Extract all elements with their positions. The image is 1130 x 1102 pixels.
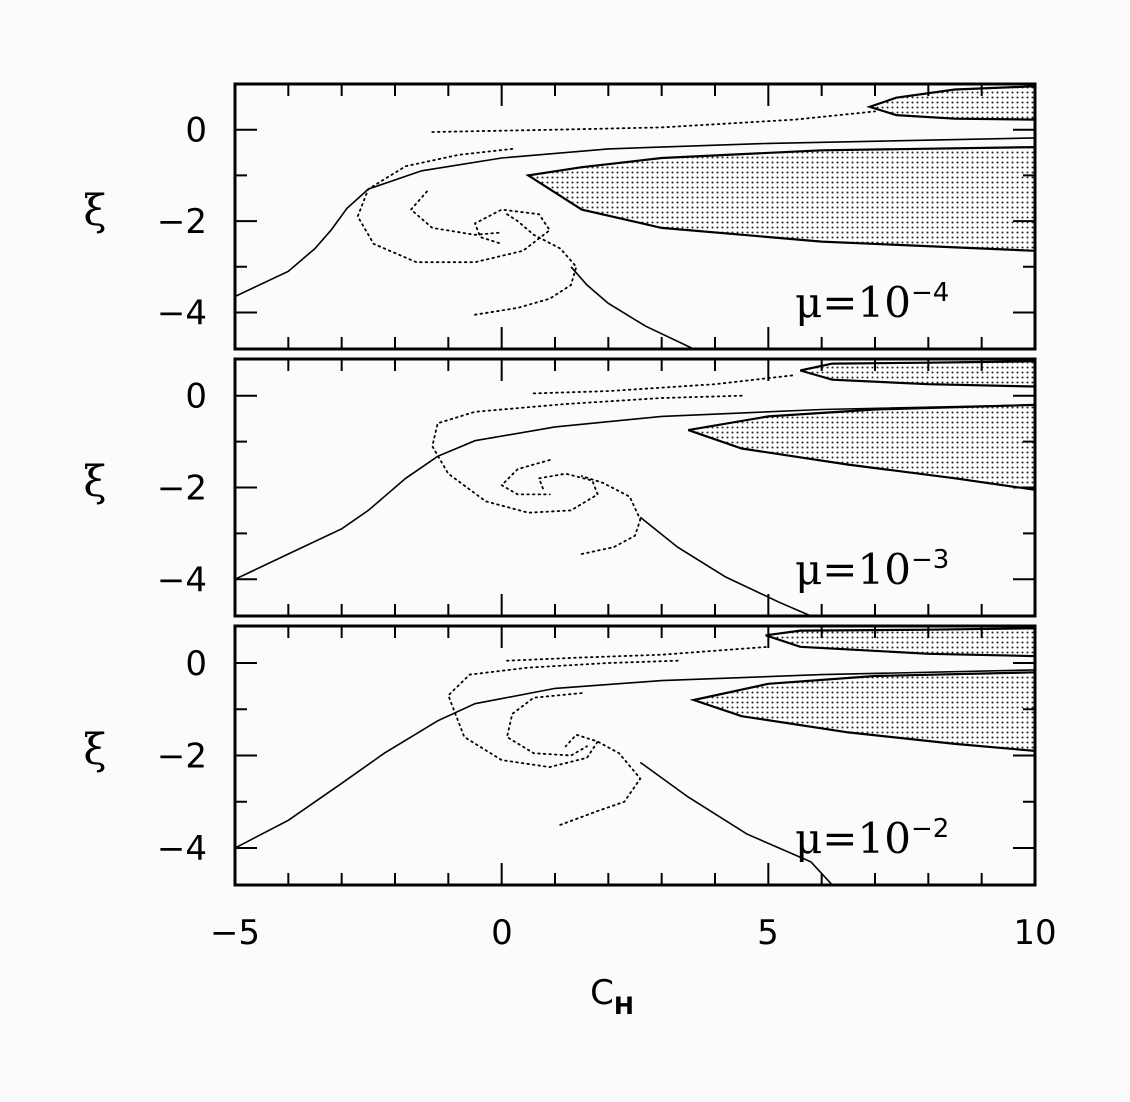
dotted-curve (580, 475, 642, 555)
solid-curve-lower (570, 266, 695, 349)
x-tick-label: 10 (1013, 913, 1056, 953)
y-tick-label: −4 (157, 560, 207, 600)
panel-annotation: μ=10−2 (795, 814, 949, 863)
panel-3: 0−2−4ξμ=10−2 (83, 624, 1037, 887)
annotation-main: μ=10 (795, 278, 911, 327)
plot-area (235, 85, 1035, 349)
panel-frame (233, 82, 1037, 351)
panel-frame (233, 357, 1037, 618)
y-axis-label: ξ (83, 725, 106, 774)
dotted-curve (431, 394, 743, 514)
solid-curve (235, 669, 1035, 849)
x-axis-label-subscript: H (614, 992, 634, 1020)
x-tick-label: 5 (757, 913, 779, 953)
shaded-region (687, 403, 1035, 491)
y-tick-label: 0 (185, 377, 207, 417)
dotted-curve (559, 740, 642, 826)
dotted-curve (505, 692, 588, 757)
y-tick-label: −4 (157, 829, 207, 869)
panels-layer: 0−2−4ξμ=10−40−2−4ξμ=10−30−2−4ξμ=10−2 (83, 82, 1037, 887)
dotted-curve (409, 190, 503, 236)
solid-curve-lower (639, 761, 833, 885)
shaded-region (866, 85, 1035, 121)
dotted-curve (356, 147, 551, 264)
y-tick-label: 0 (185, 644, 207, 684)
shaded-region (765, 627, 1035, 658)
panel-annotation: μ=10−3 (795, 545, 949, 594)
panel-1: 0−2−4ξμ=10−4 (83, 82, 1037, 351)
annotation-exponent: −2 (911, 814, 949, 844)
dotted-curve (447, 659, 679, 769)
y-tick-label: −2 (157, 737, 207, 777)
y-tick-label: −2 (157, 469, 207, 509)
dotted-curve (474, 213, 578, 316)
annotation-exponent: −4 (911, 278, 949, 308)
y-tick-label: 0 (185, 111, 207, 151)
shaded-region (525, 145, 1035, 252)
solid-curve-lower (639, 516, 812, 616)
x-tick-label: 0 (491, 913, 513, 953)
dotted-curve (431, 110, 876, 133)
plot-area (235, 627, 1035, 885)
panel-frame (233, 624, 1037, 887)
y-tick-label: −2 (157, 202, 207, 242)
plot-area (235, 360, 1035, 616)
panel-annotation: μ=10−4 (795, 278, 949, 327)
dotted-curve (506, 645, 770, 662)
annotation-exponent: −3 (911, 545, 949, 575)
panel-2: 0 −2 −4 ξ μ=10−3 (83, 357, 1037, 618)
dotted-curve (532, 374, 796, 395)
x-axis-label: CH (590, 973, 634, 1020)
x-tick-label: −5 (210, 913, 260, 953)
dotted-curve (500, 459, 551, 496)
y-tick-label: −4 (157, 293, 207, 333)
shaded-region (689, 671, 1035, 753)
x-axis: −5 0 5 10 CH (210, 913, 1057, 1020)
annotation-main: μ=10 (795, 814, 911, 863)
y-axis-label: ξ (83, 186, 106, 235)
x-axis-label-main: C (590, 973, 614, 1013)
y-axis-label: ξ (83, 457, 106, 506)
annotation-main: μ=10 (795, 545, 911, 594)
shaded-region (799, 360, 1035, 388)
